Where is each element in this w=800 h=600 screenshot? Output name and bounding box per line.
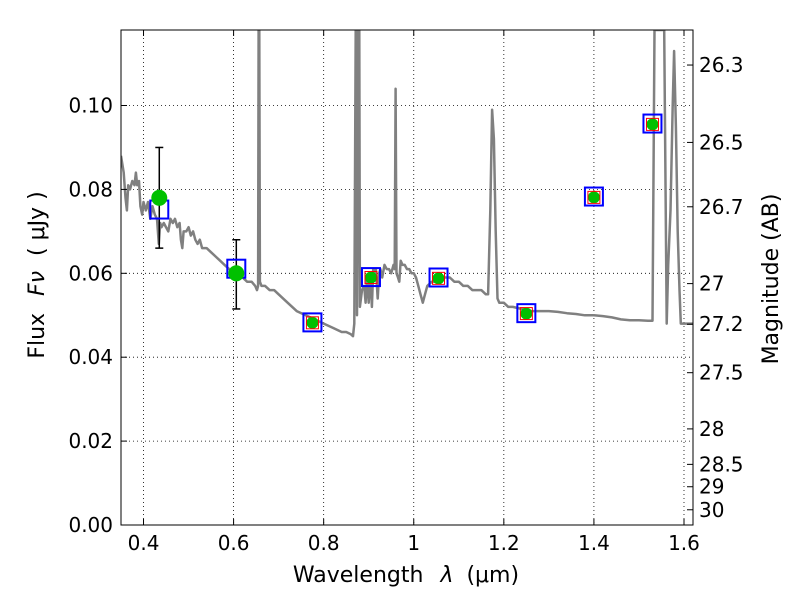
y2-tick-label: 26.5 (699, 130, 744, 154)
y-axis-label-text: Flux (25, 313, 50, 359)
observed-photometry-point (520, 307, 533, 320)
y2-axis-label: Magnitude (AB) (759, 194, 784, 365)
y-axis-label-group: Flux Fν ( μJy ) (25, 191, 50, 358)
y2-tick-label: 27.2 (699, 312, 744, 336)
y2-tick-label: 30 (699, 498, 724, 522)
y-axis-label-unit: ( μJy ) (25, 191, 50, 256)
synthetic-photometry-square (305, 316, 319, 330)
observed-photometry-point (306, 316, 319, 329)
y2-tick-label: 29 (699, 475, 724, 499)
model-photometry-square (583, 186, 604, 207)
x-tick-label: 0.4 (128, 531, 160, 555)
x-axis-label-symbol: λ (439, 563, 453, 588)
y2-tick-label: 26.7 (699, 195, 744, 219)
model-photometry-square (642, 113, 663, 134)
y2-tick-label: 28 (699, 417, 724, 441)
x-axis-label-unit: (μm) (466, 563, 519, 588)
x-tick-label: 1 (407, 531, 420, 555)
y-tick-label: 0.08 (68, 177, 113, 201)
model-photometry-square (516, 303, 537, 324)
y-tick-label: 0.00 (68, 513, 113, 537)
y2-tick-label: 27 (699, 272, 724, 296)
x-tick-label: 0.8 (308, 531, 340, 555)
y-axis-label: Flux Fν ( μJy ) (25, 191, 50, 358)
photometry-layer (149, 113, 663, 333)
y-tick-label: 0.02 (68, 429, 113, 453)
x-tick-label: 1.4 (578, 531, 610, 555)
y2-tick-label: 26.3 (699, 53, 744, 77)
synthetic-photometry-square (587, 190, 601, 204)
observed-photometry-point (364, 271, 377, 284)
y-tick-label: 0.06 (68, 261, 113, 285)
synthetic-photometry-square (519, 307, 533, 321)
observed-photometry-point (587, 191, 600, 204)
synthetic-photometry-square (364, 271, 378, 284)
observed-photometry-point (432, 272, 445, 285)
y-tick-label: 0.04 (68, 345, 113, 369)
x-tick-label: 1.6 (668, 531, 700, 555)
y2-tick-label: 27.5 (699, 361, 744, 385)
model-photometry-square (302, 312, 323, 333)
x-tick-label: 0.6 (218, 531, 250, 555)
observed-photometry-point (228, 265, 245, 282)
y-axis-label-symbol: Fν (25, 271, 50, 296)
model-photometry-square (428, 267, 449, 288)
plot-frame (120, 29, 694, 526)
y2-tick-label: 28.5 (699, 452, 744, 476)
y-tick-label: 0.10 (68, 94, 113, 118)
grid (121, 30, 693, 525)
axis-ticks: 0.4 0.6 0.8 1 1.2 1.4 1.6 0.00 0.02 0.04 0.06 0.08 0… (68, 30, 744, 555)
synthetic-photometry-square (432, 271, 446, 285)
x-tick-label: 1.2 (488, 531, 520, 555)
observed-photometry-point (151, 189, 168, 206)
observed-photometry-point (646, 118, 659, 131)
y2-axis-label-group: Magnitude (AB) (759, 194, 784, 365)
x-axis-label: Wavelength λ (μm) (293, 563, 519, 588)
x-axis-label-text: Wavelength (293, 563, 424, 588)
synthetic-photometry-square (645, 117, 659, 131)
model-photometry-square (360, 267, 381, 288)
